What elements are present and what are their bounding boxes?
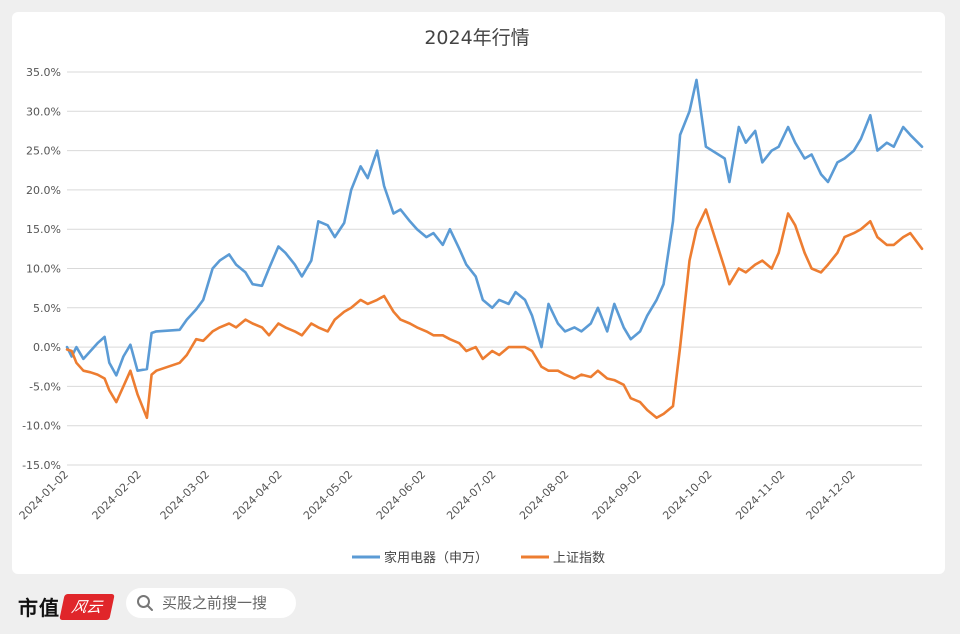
x-tick-label: 2024-02-02 — [90, 468, 144, 522]
x-tick-label: 2024-08-02 — [517, 468, 571, 522]
search-box[interactable] — [126, 588, 296, 618]
x-tick-label: 2024-09-02 — [590, 468, 644, 522]
y-tick-label: 15.0% — [26, 223, 61, 236]
search-icon — [137, 595, 153, 611]
x-tick-label: 2024-04-02 — [230, 468, 284, 522]
legend: 家用电器（申万） 上证指数 — [352, 550, 605, 566]
series-line-0 — [65, 78, 924, 377]
line-chart: 2024年行情 35.0% 30.0% 25.0% 20.0% 15.0% 10.0% 5.… — [17, 27, 924, 566]
chart-card: 2024年行情 35.0% 30.0% 25.0% 20.0% 15.0% 10.0% 5.… — [12, 12, 945, 574]
y-tick-label: 35.0% — [26, 66, 61, 79]
y-tick-label: 25.0% — [26, 145, 61, 158]
x-tick-label: 2024-11-02 — [733, 468, 787, 522]
x-tick-label: 2024-07-02 — [444, 468, 498, 522]
y-tick-label: 20.0% — [26, 184, 61, 197]
x-tick-label: 2024-01-02 — [17, 468, 71, 522]
y-axis-ticks: 35.0% 30.0% 25.0% 20.0% 15.0% 10.0% 5.0% 0.0% -5… — [22, 66, 61, 472]
brand[interactable]: 市值 风云 — [18, 592, 115, 621]
footer-bar: 市值 风云 — [0, 578, 960, 634]
y-tick-label: 10.0% — [26, 263, 61, 276]
y-tick-label: 30.0% — [26, 105, 61, 118]
x-tick-label: 2024-10-02 — [660, 468, 714, 522]
legend-label: 上证指数 — [553, 551, 605, 566]
x-tick-label: 2024-12-02 — [804, 468, 858, 522]
legend-label: 家用电器（申万） — [384, 550, 488, 566]
x-tick-label: 2024-05-02 — [301, 468, 355, 522]
brand-name: 市值 — [18, 598, 60, 620]
grid-lines — [67, 71, 922, 466]
y-tick-label: 0.0% — [33, 341, 61, 354]
brand-logo: 风云 — [59, 593, 115, 620]
y-tick-label: -10.0% — [22, 420, 61, 433]
x-axis-ticks: 2024-01-02 2024-02-02 2024-03-02 2024-04-02… — [17, 468, 858, 522]
x-tick-label: 2024-03-02 — [158, 468, 212, 522]
x-tick-label: 2024-06-02 — [374, 468, 428, 522]
y-tick-label: -15.0% — [22, 459, 61, 472]
y-tick-label: 5.0% — [33, 302, 61, 315]
chart-title: 2024年行情 — [424, 27, 529, 49]
series-lines — [65, 78, 924, 420]
series-line-1 — [65, 208, 924, 420]
y-tick-label: -5.0% — [29, 380, 61, 393]
search-input[interactable] — [160, 593, 294, 613]
